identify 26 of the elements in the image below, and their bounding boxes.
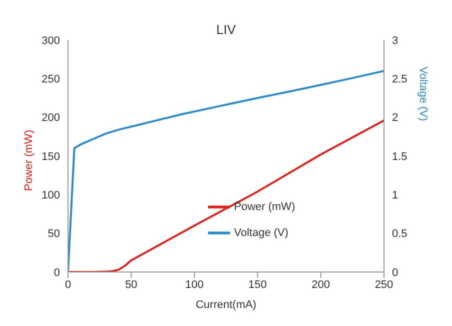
chart-title: LIV [216, 22, 236, 37]
y2-tick-label: 1 [392, 190, 398, 202]
y2-axis-title: Voltage (V) [417, 66, 430, 121]
y-tick-label: 0 [54, 266, 60, 279]
y2-tick-label: 2 [392, 112, 398, 124]
y2-tick-label: 3 [392, 34, 398, 47]
y-tick-label: 50 [48, 228, 60, 240]
x-tick-label: 0 [64, 278, 72, 291]
y2-tick-label: 0.5 [392, 228, 408, 240]
y-tick-label: 250 [42, 74, 60, 86]
y-axis-title: Power (mW) [22, 130, 35, 191]
legend-label: Voltage (V) [234, 227, 288, 239]
x-tick-label: 250 [374, 278, 394, 291]
x-tick-label: 50 [125, 278, 138, 291]
y2-tick-label: 1.5 [392, 150, 408, 163]
y-tick-label: 200 [42, 112, 60, 124]
y2-tick-label: 0 [392, 266, 398, 279]
y-tick-label: 150 [42, 150, 60, 163]
x-tick-label: 200 [312, 278, 330, 291]
y2-tick-label: 2.5 [392, 74, 408, 86]
legend-label: Power (mW) [234, 201, 296, 213]
y-tick-label: 300 [42, 34, 60, 47]
y-tick-label: 100 [42, 190, 60, 202]
x-axis-title: Current(mA) [196, 299, 256, 311]
x-tick-label: 150 [248, 278, 267, 291]
x-tick-label: 100 [185, 278, 204, 291]
